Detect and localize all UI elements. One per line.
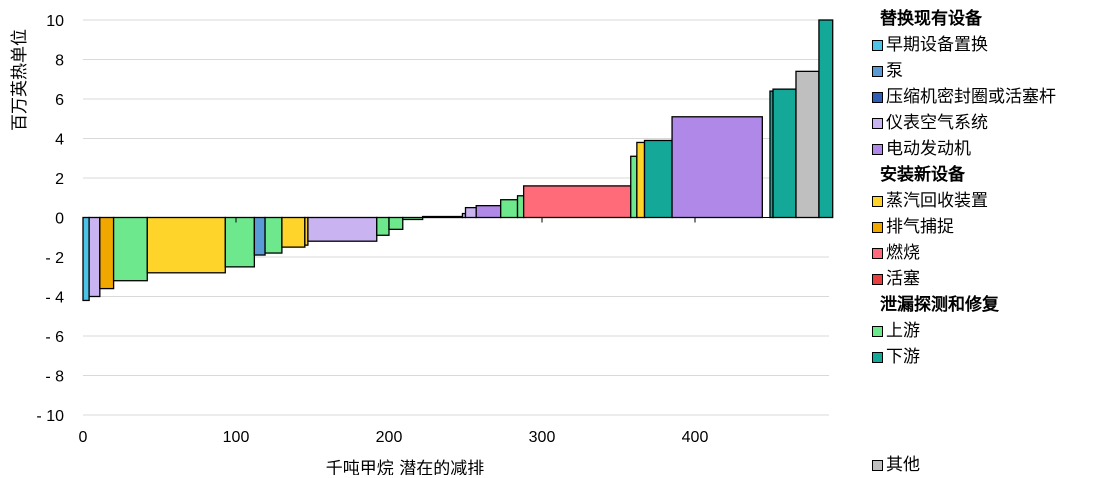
legend-item-flare: 燃烧 [872, 240, 1094, 266]
y-tick-label: - 2 [45, 250, 64, 267]
axes [82, 217, 829, 223]
bar-other [795, 70, 820, 219]
legend-swatch [872, 117, 883, 129]
legend-swatch [872, 273, 883, 285]
bar-vapor_recovery [636, 141, 646, 219]
bar-upstream [112, 216, 148, 282]
y-tick-label: - 8 [45, 369, 64, 386]
legend-swatch [872, 143, 883, 155]
y-tick-label: 6 [55, 92, 64, 109]
bar-instrument_air [307, 216, 378, 242]
bar-upstream [388, 216, 404, 230]
bar-upstream [500, 199, 519, 219]
bar-downstream [818, 19, 834, 219]
legend-label: 燃烧 [886, 243, 920, 263]
legend-swatch [872, 221, 883, 233]
x-tick-label: 100 [223, 429, 250, 446]
bars-group [82, 19, 834, 302]
legend-label: 活塞 [886, 269, 920, 289]
bar-downstream [772, 88, 797, 219]
legend-label: 蒸汽回收装置 [886, 191, 988, 211]
bar-flare [522, 185, 632, 219]
bar-upstream [264, 216, 283, 254]
bar-upstream [224, 216, 256, 268]
legend: 替换现有设备早期设备置换泵压缩机密封圈或活塞杆 仪表空气系统 电动发动机安装新设备蒸… [872, 6, 1094, 370]
legend-label: 上游 [886, 321, 920, 341]
x-tick-label: 300 [529, 429, 556, 446]
y-tick-labels: 10 8 6 4 2 0 - 2 - 4 - 6 - 8 - 10 [36, 13, 64, 425]
bar-electric_motor [671, 116, 763, 219]
legend-heading: 安装新设备 [880, 165, 965, 185]
legend-item-compressor: 压缩机密封圈或活塞杆 [872, 84, 1094, 110]
bar-instrument_air [88, 216, 101, 298]
legend-item-vapor_recovery: 蒸汽回收装置 [872, 188, 1094, 214]
x-tick-label: 400 [682, 429, 709, 446]
legend-item-vent_capture: 排气捕捉 [872, 214, 1094, 240]
bar-vapor_recovery [281, 216, 306, 248]
bar-electric_motor [475, 204, 502, 219]
legend-swatch [872, 39, 883, 51]
y-tick-label: - 10 [36, 408, 64, 425]
x-tick-labels: 0 100 200 300 400 [79, 429, 709, 446]
legend-swatch [872, 195, 883, 207]
legend-item-upstream: 上游 [872, 318, 1094, 344]
bar-upstream [630, 155, 638, 219]
legend-label: 泵 [886, 61, 903, 81]
legend-swatch [872, 325, 883, 337]
legend-item-downstream: 下游 [872, 344, 1094, 370]
bar-vapor_recovery [146, 216, 226, 274]
x-axis-label: 千吨甲烷 潜在的减排 [326, 459, 484, 475]
y-axis-label: 百万英热单位 [10, 29, 30, 131]
x-tick-label: 0 [79, 429, 88, 446]
legend-heading: 泄漏探测和修复 [880, 295, 999, 315]
y-tick-label: 2 [55, 171, 64, 188]
y-tick-label: 4 [55, 132, 64, 149]
chart-svg: 10 8 6 4 2 0 - 2 - 4 - 6 - 8 - 10 0 100 200 300 400 百万… [10, 13, 834, 475]
legend-item-other: 其他 [872, 452, 920, 478]
legend-item-instrument_air: 仪表空气系统 [872, 110, 1094, 136]
bar-upstream [376, 216, 390, 236]
legend-label: 电动发动机 [886, 139, 971, 159]
legend-swatch [872, 459, 883, 471]
bar-upstream [516, 195, 525, 219]
legend-swatch [872, 247, 883, 259]
y-tick-label: - 6 [45, 329, 64, 346]
legend-item-piston: 活塞 [872, 266, 1094, 292]
legend-item-electric_motor: 电动发动机 [872, 136, 1094, 162]
legend-label: 压缩机密封圈或活塞杆 [886, 87, 1056, 107]
legend-item-pump: 泵 [872, 58, 1094, 84]
legend-swatch [872, 91, 883, 103]
legend-label: 早期设备置换 [886, 35, 988, 55]
legend-swatch [872, 351, 883, 363]
legend-swatch [872, 65, 883, 77]
y-tick-label: 0 [55, 211, 64, 228]
bar-downstream [643, 139, 673, 219]
legend-item-early_replace: 早期设备置换 [872, 32, 1094, 58]
legend-label: 其他 [886, 455, 920, 475]
bar-instrument_air [464, 206, 477, 219]
y-tick-label: 8 [55, 53, 64, 70]
y-tick-label: 10 [46, 13, 64, 30]
legend-label: 下游 [886, 347, 920, 367]
legend-label: 仪表空气系统 [886, 113, 988, 133]
y-tick-label: - 4 [45, 290, 64, 307]
legend-label: 排气捕捉 [886, 217, 954, 237]
x-tick-label: 200 [376, 429, 403, 446]
bar-early_replace [82, 216, 90, 302]
bar-pump [253, 216, 266, 256]
bar-vent_capture [99, 216, 115, 290]
legend-heading: 替换现有设备 [880, 9, 982, 29]
